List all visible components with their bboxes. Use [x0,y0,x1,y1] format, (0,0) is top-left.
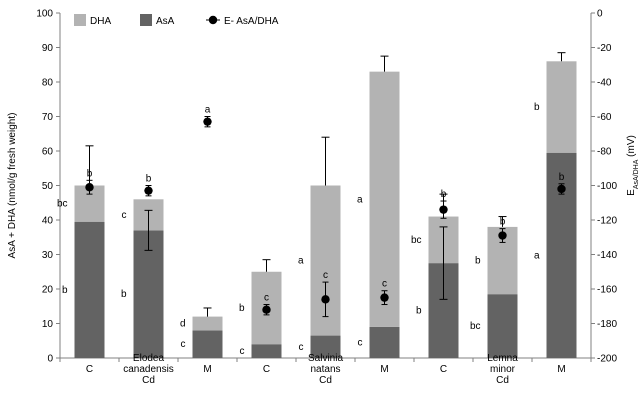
bar-dha [369,71,400,327]
category-label: M [203,364,211,375]
group-label: Salvinia [308,353,343,364]
y-tick-label-left: 90 [42,43,54,54]
y-tick-label-left: 40 [42,216,54,227]
letter-dha: a [298,256,304,267]
letter-e: c [264,293,269,304]
bar-asa [251,344,282,358]
y-tick-label-left: 0 [47,354,53,365]
letter-dha: c [122,210,127,221]
letter-e: a [205,105,211,116]
y-tick-label-left: 50 [42,181,54,192]
category-label: M [380,364,388,375]
legend-swatch-asa [140,14,152,26]
y-tick-label-left: 80 [42,78,54,89]
legend-swatch-dha [74,14,86,26]
y-tick-label-right: -120 [597,216,617,227]
y-tick-label-left: 60 [42,147,54,158]
letter-asa: bc [470,321,481,332]
letter-e: c [323,270,328,281]
bar-asa [369,326,400,358]
y-axis-title-left: AsA + DHA (nmol/g fresh weight) [7,113,18,259]
group-label: Lemna [487,353,518,364]
category-label: Cd [319,375,332,386]
bar-dha [192,316,223,331]
letter-dha: b [534,102,540,113]
legend-label-e: E- AsA/DHA [224,16,279,27]
y-tick-label-right: -60 [597,112,612,123]
letter-dha: bc [57,199,68,210]
letter-dha: b [475,256,481,267]
y-tick-label-left: 70 [42,112,54,123]
e-marker [262,305,271,314]
y-tick-label-right: -80 [597,147,612,158]
letter-asa: c [240,346,245,357]
letter-asa: c [181,339,186,350]
bar-asa [310,335,341,358]
group-label: natans [310,364,340,375]
y-tick-label-left: 100 [36,9,53,20]
bar-asa [74,221,105,358]
category-label: C [86,364,93,375]
letter-asa: b [416,306,422,317]
y-tick-label-right: -160 [597,285,617,296]
y-tick-label-right: 0 [597,9,603,20]
y-axis-title-right: EAsA/DHA (mV) [626,135,640,196]
letter-dha: d [180,319,186,330]
y-tick-label-right: -140 [597,250,617,261]
e-marker [557,184,566,194]
y-tick-label-right: -20 [597,43,612,54]
letter-asa: c [358,337,363,348]
e-marker [380,293,389,302]
e-marker [498,231,507,240]
legend-label-asa: AsA [156,16,175,27]
letter-dha: b [239,303,245,314]
letter-e: b [559,172,565,183]
category-label: Cd [496,375,509,386]
bar-dha [546,61,577,153]
letter-asa: a [534,250,540,261]
letter-asa: c [299,342,304,353]
letter-asa: b [121,289,127,300]
y-tick-label-left: 10 [42,319,54,330]
letter-e: b [146,174,152,185]
group-label: canadensis [123,364,174,375]
letter-e: b [500,217,506,228]
bar-asa [133,230,164,358]
group-label: Elodea [133,353,165,364]
y-tick-label-right: -100 [597,181,617,192]
group-label: minor [490,364,516,375]
letter-e: c [382,279,387,290]
legend-label-dha: DHA [90,16,111,27]
letter-e: b [87,168,93,179]
bar-asa [192,330,223,358]
category-label: Cd [142,375,155,386]
letter-dha: a [357,194,363,205]
y-tick-label-right: -180 [597,319,617,330]
category-label: M [557,364,565,375]
category-label: C [440,364,447,375]
e-marker [321,295,330,304]
e-marker [439,205,448,214]
e-marker [144,186,153,195]
letter-e: b [441,189,447,200]
y-tick-label-left: 20 [42,285,54,296]
category-label: C [263,364,270,375]
bar-asa [487,294,518,358]
e-marker [203,117,212,126]
y-tick-label-left: 30 [42,250,54,261]
letter-asa: b [62,285,68,296]
e-marker [85,183,94,192]
y-tick-label-right: -200 [597,354,617,365]
y-tick-label-right: -40 [597,78,612,89]
letter-dha: bc [411,235,422,246]
